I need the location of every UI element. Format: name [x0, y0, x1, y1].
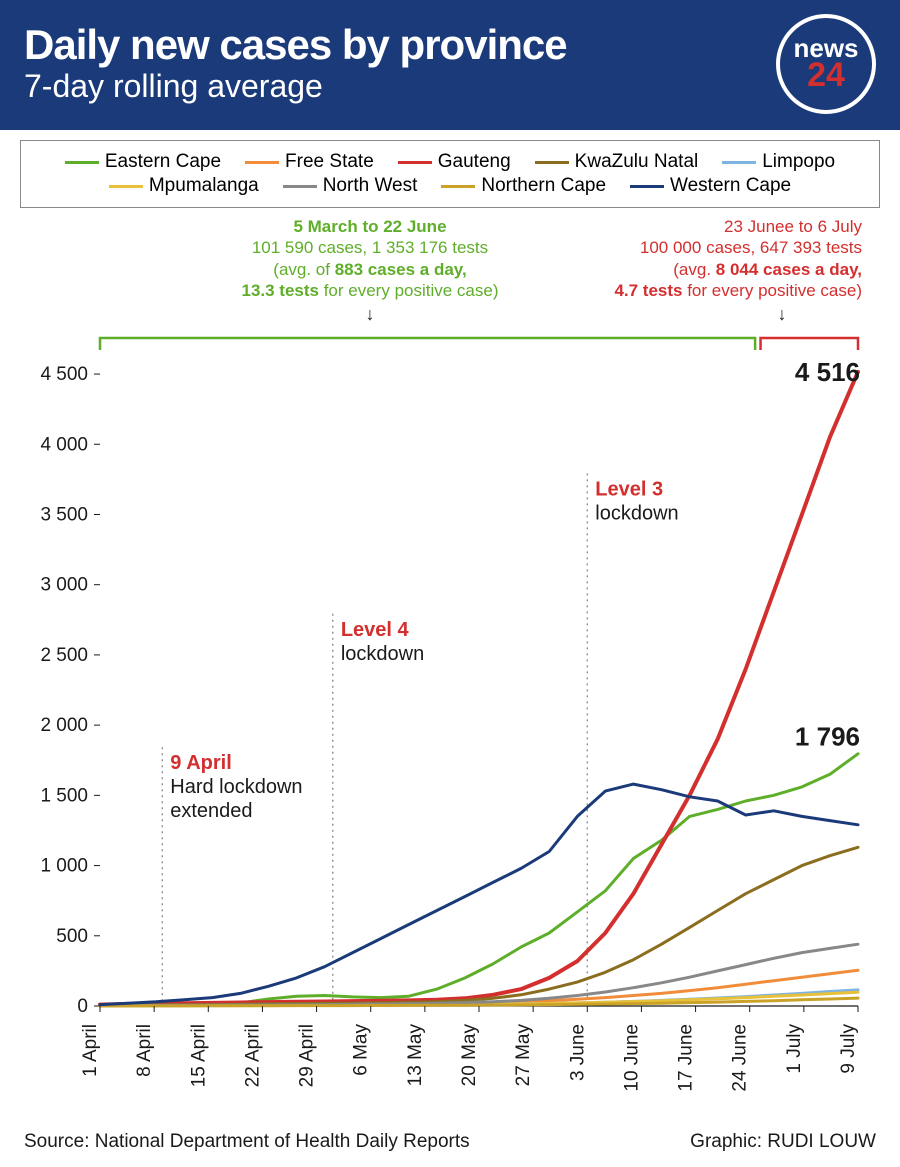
event-title: 9 April — [170, 752, 232, 774]
y-tick-label: 3 000 — [40, 575, 88, 596]
event-sub2: extended — [170, 800, 252, 822]
legend-item: Eastern Cape — [65, 151, 221, 173]
legend-item: KwaZulu Natal — [535, 151, 699, 173]
x-tick-label: 8 April — [134, 1024, 155, 1077]
legend-item: Limpopo — [722, 151, 835, 173]
y-tick-label: 2 500 — [40, 645, 88, 666]
y-tick-label: 0 — [77, 996, 88, 1017]
x-tick-label: 1 April — [80, 1024, 101, 1077]
annotation-period2: 23 Junee to 6 July 100 000 cases, 647 39… — [562, 216, 862, 326]
legend-label: North West — [323, 175, 418, 197]
y-tick-label: 4 500 — [40, 364, 88, 385]
x-tick-label: 3 June — [567, 1024, 588, 1081]
x-tick-label: 29 April — [297, 1024, 318, 1087]
news24-logo: news 24 — [776, 14, 876, 114]
legend-item: Gauteng — [398, 151, 511, 173]
x-tick-label: 13 May — [405, 1024, 426, 1087]
event-title: Level 3 — [595, 478, 663, 500]
legend-item: Free State — [245, 151, 374, 173]
chart: 0 500 1 000 1 500 2 000 2 500 3 000 3 500 4 000 4… — [20, 326, 880, 1121]
legend-item: North West — [283, 175, 418, 197]
legend-label: Northern Cape — [481, 175, 606, 197]
y-tick-label: 4 000 — [40, 434, 88, 455]
legend-label: Free State — [285, 151, 374, 173]
legend-swatch — [535, 161, 569, 164]
legend-label: Mpumalanga — [149, 175, 259, 197]
y-tick-label: 1 000 — [40, 856, 88, 877]
legend-label: Eastern Cape — [105, 151, 221, 173]
x-tick-label: 17 June — [676, 1024, 697, 1092]
x-tick-label: 24 June — [730, 1024, 751, 1092]
legend-swatch — [722, 161, 756, 164]
annotations: 5 March to 22 June 101 590 cases, 1 353 … — [20, 216, 880, 326]
page-title: Daily new cases by province — [24, 24, 567, 66]
event-sub: lockdown — [595, 502, 678, 524]
legend-label: Limpopo — [762, 151, 835, 173]
x-tick-label: 22 April — [242, 1024, 263, 1087]
legend: Eastern Cape Free State Gauteng KwaZulu Nat… — [20, 140, 880, 208]
end-label: 1 796 — [795, 721, 860, 751]
legend-swatch — [630, 185, 664, 188]
legend-swatch — [398, 161, 432, 164]
legend-label: Western Cape — [670, 175, 791, 197]
x-tick-label: 15 April — [188, 1024, 209, 1087]
source-line: Source: National Department of Health Da… — [24, 1131, 470, 1153]
legend-swatch — [283, 185, 317, 188]
x-tick-label: 1 July — [784, 1024, 805, 1074]
series-line — [100, 372, 858, 1005]
page-subtitle: 7-day rolling average — [24, 68, 567, 105]
logo-bottom: 24 — [807, 60, 845, 91]
x-tick-label: 10 June — [621, 1024, 642, 1092]
legend-swatch — [65, 161, 99, 164]
event-sub: lockdown — [341, 643, 424, 665]
event-sub: Hard lockdown — [170, 776, 302, 798]
legend-item: Northern Cape — [441, 175, 606, 197]
end-label: 4 516 — [795, 357, 860, 387]
y-tick-label: 1 500 — [40, 785, 88, 806]
x-tick-label: 9 July — [838, 1024, 859, 1074]
legend-swatch — [109, 185, 143, 188]
legend-item: Mpumalanga — [109, 175, 259, 197]
footer: Source: National Department of Health Da… — [24, 1131, 876, 1153]
legend-label: Gauteng — [438, 151, 511, 173]
y-tick-label: 3 500 — [40, 504, 88, 525]
y-tick-label: 500 — [56, 926, 88, 947]
x-tick-label: 27 May — [513, 1024, 534, 1087]
legend-swatch — [245, 161, 279, 164]
header: Daily new cases by province 7-day rollin… — [0, 0, 900, 130]
x-tick-label: 6 May — [351, 1024, 372, 1076]
y-tick-label: 2 000 — [40, 715, 88, 736]
annotation-period1: 5 March to 22 June 101 590 cases, 1 353 … — [190, 216, 550, 326]
legend-item: Western Cape — [630, 175, 791, 197]
series-line — [100, 847, 858, 1005]
credit-line: Graphic: RUDI LOUW — [690, 1131, 876, 1153]
header-text: Daily new cases by province 7-day rollin… — [24, 24, 567, 105]
event-title: Level 4 — [341, 619, 410, 641]
legend-swatch — [441, 185, 475, 188]
legend-label: KwaZulu Natal — [575, 151, 699, 173]
x-tick-label: 20 May — [459, 1024, 480, 1087]
